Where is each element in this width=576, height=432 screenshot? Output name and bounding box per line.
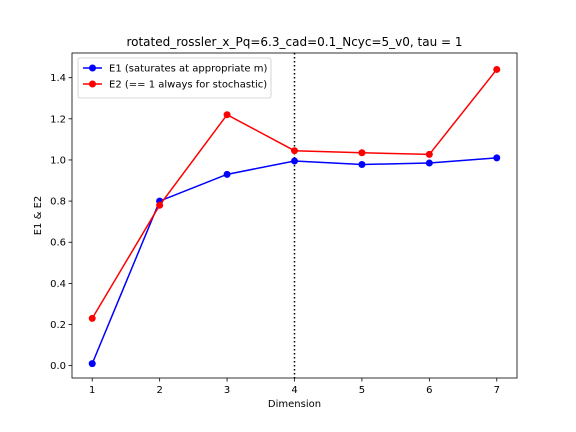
x-tick-label-7: 7 (494, 385, 500, 396)
series-2-point-4 (291, 147, 298, 155)
y-tick-label-7: 1.2 (50, 114, 66, 125)
plot-area: 1 2 3 4 5 6 7 0.0 0.2 0.4 0.6 0.8 1.0 1.2 1.4 (50, 52, 518, 396)
series-2-point-3 (223, 111, 231, 119)
series-2-point-6 (425, 150, 433, 158)
legend-marker-2 (89, 80, 96, 88)
series-2-point-5 (358, 149, 366, 157)
series-2-point-2 (156, 201, 164, 209)
series-1-point-5 (358, 160, 366, 168)
series-1-point-3 (223, 170, 231, 178)
legend-label-2: E2 (== 1 always for stochastic) (109, 80, 267, 91)
x-tick-label-6: 6 (426, 385, 432, 396)
series-1-point-1 (88, 360, 96, 368)
x-tick-label-4: 4 (291, 385, 297, 396)
legend-label-1: E1 (saturates at appropriate m) (109, 64, 267, 75)
series-1-point-6 (425, 159, 433, 167)
x-tick-label-2: 2 (156, 385, 162, 396)
legend-marker-1 (89, 64, 96, 72)
y-tick-label-1: 0.0 (50, 361, 66, 372)
series-2-point-7 (493, 65, 501, 73)
legend: E1 (saturates at appropriate m) E2 (== 1 … (77, 57, 272, 99)
y-axis-label: E1 & E2 (33, 196, 44, 236)
y-tick-label-5: 0.8 (50, 197, 66, 208)
legend-box (77, 57, 272, 99)
y-tick-label-3: 0.4 (50, 279, 66, 290)
x-tick-label-1: 1 (89, 385, 95, 396)
x-tick-label-3: 3 (224, 385, 230, 396)
series-2-point-1 (88, 314, 96, 322)
y-tick-label-2: 0.2 (50, 320, 66, 331)
series-1-point-4 (291, 157, 298, 165)
series-1-point-7 (493, 154, 501, 162)
y-tick-label-6: 1.0 (50, 155, 66, 166)
x-tick-label-5: 5 (359, 385, 365, 396)
chart-title: rotated_rossler_x_Pq=6.3_cad=0.1_Ncyc=5_… (126, 35, 462, 49)
y-tick-label-8: 1.4 (50, 73, 66, 84)
y-tick-label-4: 0.6 (50, 238, 66, 249)
x-axis-label: Dimension (268, 399, 321, 410)
